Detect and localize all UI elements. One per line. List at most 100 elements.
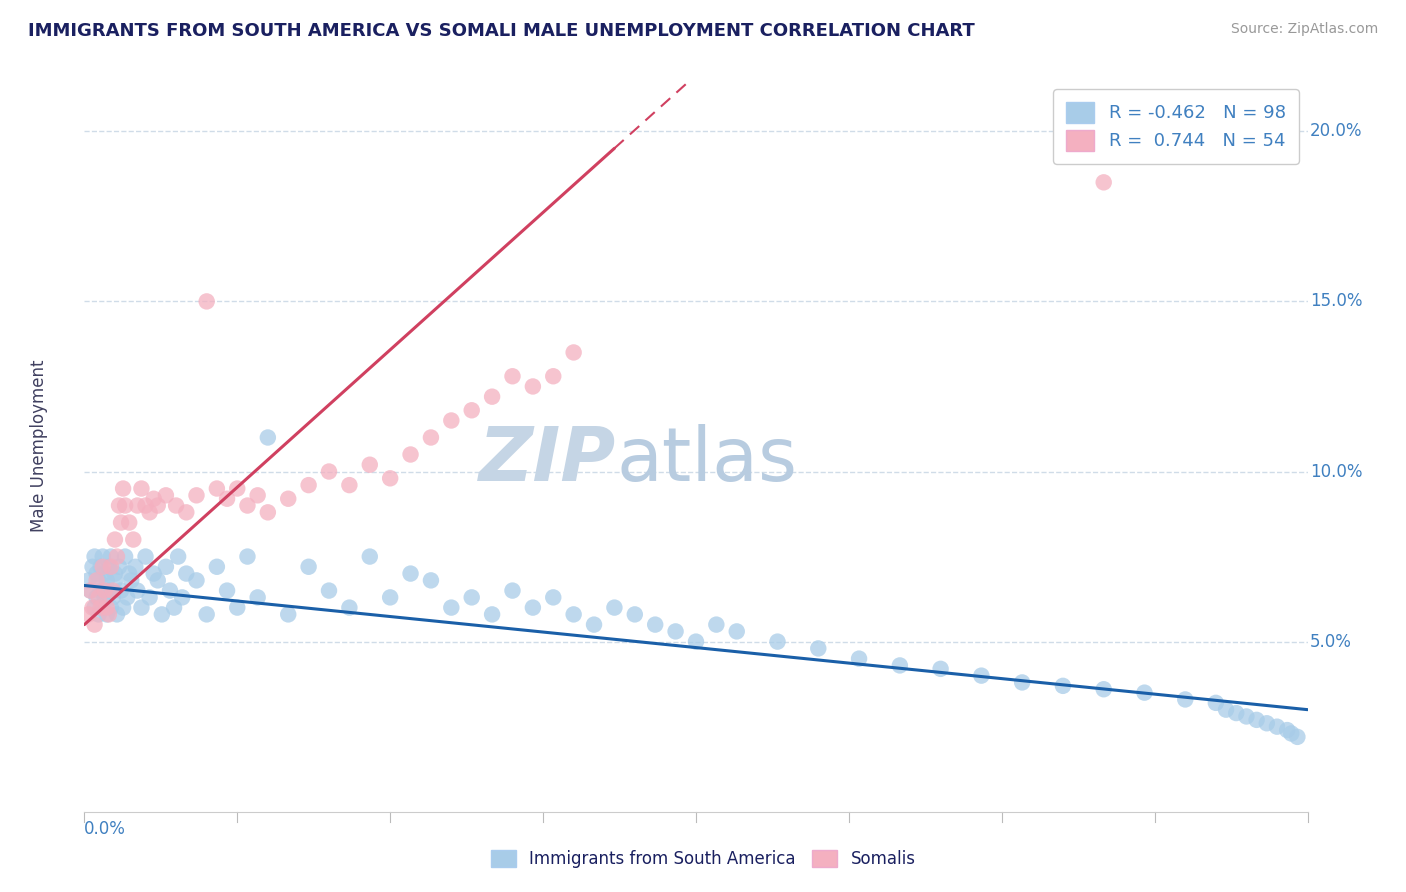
Point xyxy=(167,549,190,564)
Text: 10.0%: 10.0% xyxy=(1310,463,1362,481)
Point xyxy=(101,591,124,605)
Point xyxy=(155,559,177,574)
Point xyxy=(83,549,105,564)
Point xyxy=(87,574,110,588)
Point xyxy=(138,591,160,605)
Point xyxy=(685,634,707,648)
Point xyxy=(135,499,157,513)
Point xyxy=(318,465,340,479)
Text: 15.0%: 15.0% xyxy=(1310,293,1362,310)
Point xyxy=(807,641,830,656)
Point xyxy=(83,600,105,615)
Point xyxy=(146,499,169,513)
Point xyxy=(257,430,280,444)
Point xyxy=(1092,175,1115,189)
Point xyxy=(114,549,136,564)
Point xyxy=(90,600,112,615)
Text: Male Unemployment: Male Unemployment xyxy=(30,359,48,533)
Point xyxy=(359,458,381,472)
Point xyxy=(277,607,299,622)
Point xyxy=(96,607,118,622)
Point xyxy=(461,403,484,417)
Legend: R = -0.462   N = 98, R =  0.744   N = 54: R = -0.462 N = 98, R = 0.744 N = 54 xyxy=(1053,89,1299,163)
Text: 0.0%: 0.0% xyxy=(84,821,127,838)
Point xyxy=(1011,675,1033,690)
Point xyxy=(142,566,165,581)
Point xyxy=(195,294,218,309)
Point xyxy=(236,499,259,513)
Point xyxy=(1215,703,1237,717)
Point xyxy=(226,482,249,496)
Point xyxy=(195,607,218,622)
Point xyxy=(150,607,173,622)
Point xyxy=(82,559,104,574)
Point xyxy=(97,583,120,598)
Point xyxy=(142,491,165,506)
Point xyxy=(420,430,443,444)
Point xyxy=(165,499,187,513)
Point xyxy=(104,533,127,547)
Point xyxy=(399,566,422,581)
Text: ZIP: ZIP xyxy=(479,424,616,497)
Point xyxy=(115,591,138,605)
Point xyxy=(929,662,952,676)
Point xyxy=(298,478,321,492)
Point xyxy=(205,559,228,574)
Point xyxy=(114,499,136,513)
Point xyxy=(186,488,208,502)
Point xyxy=(522,600,544,615)
Point xyxy=(77,574,100,588)
Point xyxy=(100,559,122,574)
Point xyxy=(131,600,153,615)
Point xyxy=(104,574,127,588)
Point xyxy=(79,583,101,598)
Point xyxy=(101,583,124,598)
Point xyxy=(440,413,463,427)
Point xyxy=(1279,726,1302,740)
Point xyxy=(582,617,605,632)
Point xyxy=(91,600,114,615)
Point xyxy=(1286,730,1309,744)
Point xyxy=(543,591,565,605)
Point xyxy=(970,668,993,682)
Point xyxy=(1225,706,1247,720)
Point xyxy=(481,607,503,622)
Text: atlas: atlas xyxy=(616,424,797,497)
Point xyxy=(79,583,101,598)
Point xyxy=(399,448,422,462)
Text: IMMIGRANTS FROM SOUTH AMERICA VS SOMALI MALE UNEMPLOYMENT CORRELATION CHART: IMMIGRANTS FROM SOUTH AMERICA VS SOMALI … xyxy=(28,22,974,40)
Point xyxy=(91,559,114,574)
Point xyxy=(90,559,112,574)
Point xyxy=(135,549,157,564)
Text: 5.0%: 5.0% xyxy=(1310,632,1353,650)
Point xyxy=(359,549,381,564)
Point xyxy=(97,607,120,622)
Point xyxy=(501,369,523,384)
Point xyxy=(97,559,120,574)
Point xyxy=(704,617,728,632)
Point xyxy=(172,591,194,605)
Point xyxy=(86,574,108,588)
Point xyxy=(501,583,523,598)
Point xyxy=(1246,713,1268,727)
Point xyxy=(110,516,132,530)
Point xyxy=(217,583,239,598)
Point xyxy=(86,591,108,605)
Point xyxy=(1092,682,1115,697)
Point xyxy=(110,583,132,598)
Point xyxy=(522,379,544,393)
Point xyxy=(380,591,402,605)
Point xyxy=(1133,686,1156,700)
Point xyxy=(246,488,269,502)
Point xyxy=(155,488,177,502)
Point xyxy=(131,482,153,496)
Point xyxy=(146,574,169,588)
Point xyxy=(298,559,321,574)
Point xyxy=(1052,679,1074,693)
Point xyxy=(543,369,565,384)
Point xyxy=(186,574,208,588)
Point xyxy=(766,634,789,648)
Text: Source: ZipAtlas.com: Source: ZipAtlas.com xyxy=(1230,22,1378,37)
Point xyxy=(104,566,127,581)
Point xyxy=(93,583,115,598)
